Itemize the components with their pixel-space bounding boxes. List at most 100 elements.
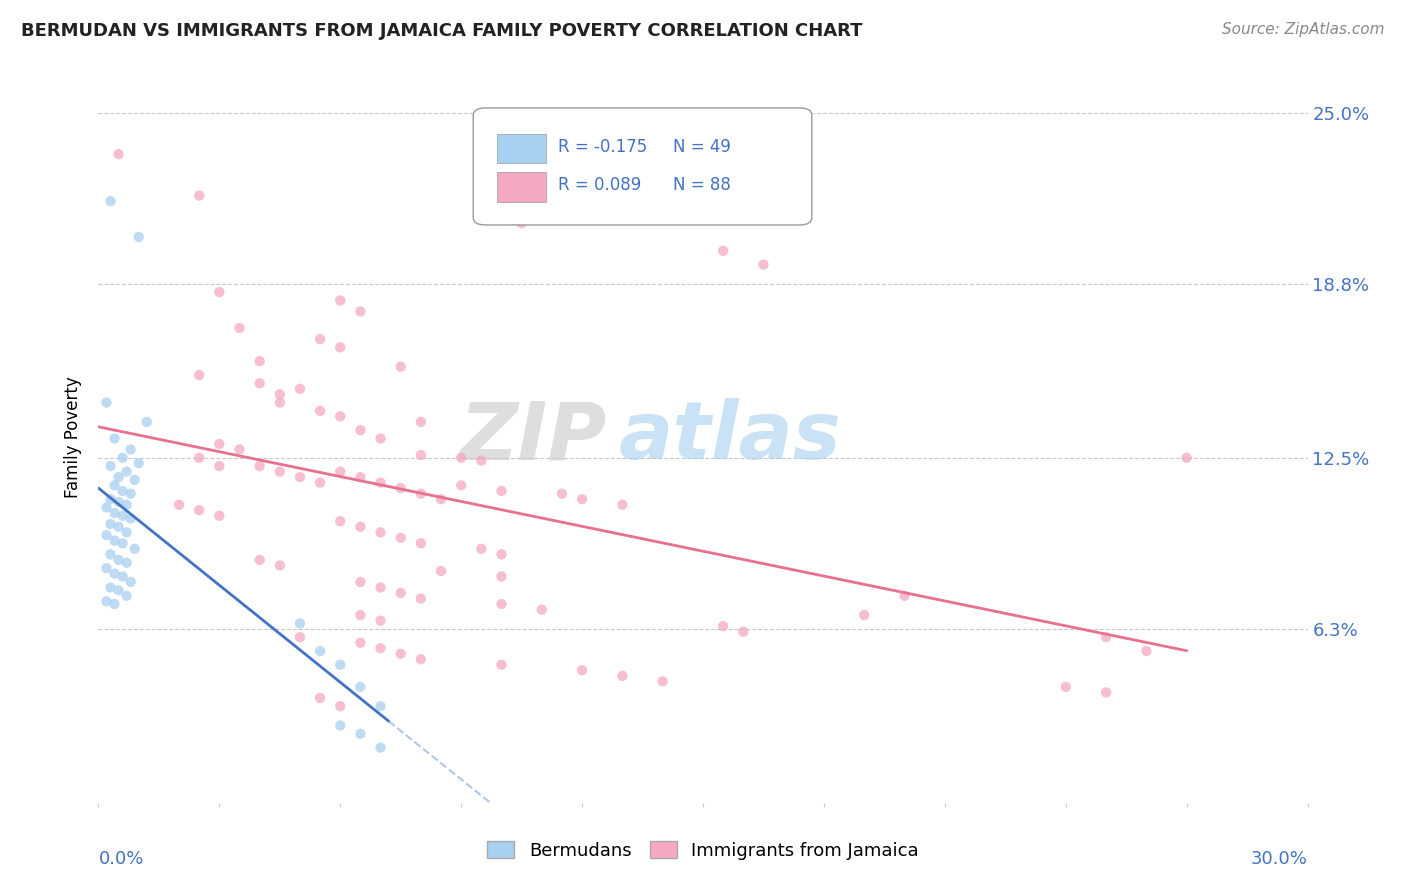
Point [100, 516, 122, 531]
Point [1175, 450, 1198, 465]
Point [107, 520, 129, 534]
Point [409, 448, 432, 462]
Point [733, 624, 755, 639]
Point [1135, 644, 1157, 658]
Point [249, 458, 271, 473]
Point [370, 432, 392, 446]
Point [470, 541, 492, 556]
Point [409, 536, 432, 550]
Point [249, 354, 271, 368]
Point [349, 470, 371, 484]
Point [370, 699, 392, 714]
Point [135, 415, 157, 429]
Point [1095, 630, 1118, 644]
Point [103, 506, 125, 520]
Point [120, 574, 142, 589]
Point [1095, 685, 1118, 699]
Point [893, 589, 915, 603]
Point [96, 594, 118, 608]
Point [107, 495, 129, 509]
Bar [498, 172, 546, 202]
Text: R = -0.175: R = -0.175 [558, 137, 647, 156]
Point [111, 508, 134, 523]
Point [349, 520, 371, 534]
Text: N = 88: N = 88 [672, 177, 731, 194]
Point [309, 404, 332, 418]
Point [100, 194, 122, 208]
Point [409, 591, 432, 606]
Text: 30.0%: 30.0% [1251, 850, 1308, 868]
Point [107, 583, 129, 598]
Point [491, 548, 513, 562]
Point [329, 657, 352, 672]
Point [100, 548, 122, 562]
Point [96, 528, 118, 542]
Point [491, 569, 513, 583]
Point [188, 450, 211, 465]
Point [530, 602, 553, 616]
Point [450, 450, 472, 465]
Point [269, 395, 291, 409]
Point [551, 486, 574, 500]
Point [103, 597, 125, 611]
Point [329, 409, 352, 424]
Point [188, 188, 211, 202]
Point [188, 503, 211, 517]
Point [124, 541, 146, 556]
Point [115, 589, 138, 603]
Point [329, 340, 352, 354]
Point [329, 465, 352, 479]
Point [853, 608, 876, 623]
Point [107, 147, 129, 161]
Bar [498, 134, 546, 163]
Point [309, 690, 332, 705]
Point [389, 359, 412, 374]
Point [470, 453, 492, 467]
Point [100, 492, 122, 507]
Point [111, 569, 134, 583]
FancyBboxPatch shape [474, 108, 811, 225]
Point [208, 508, 231, 523]
Text: ZIP: ZIP [458, 398, 606, 476]
Point [96, 395, 118, 409]
Point [409, 415, 432, 429]
Point [100, 581, 122, 595]
Point [228, 321, 250, 335]
Point [430, 564, 453, 578]
Point [249, 376, 271, 391]
Point [188, 368, 211, 382]
Point [249, 553, 271, 567]
Point [269, 558, 291, 573]
Point [96, 500, 118, 515]
Point [349, 574, 371, 589]
Point [103, 478, 125, 492]
Point [571, 492, 593, 507]
Point [430, 492, 453, 507]
Point [111, 536, 134, 550]
Point [329, 293, 352, 308]
Point [752, 258, 775, 272]
Y-axis label: Family Poverty: Family Poverty [65, 376, 83, 498]
Legend: Bermudans, Immigrants from Jamaica: Bermudans, Immigrants from Jamaica [479, 834, 927, 867]
Point [128, 456, 150, 470]
Point [120, 486, 142, 500]
Point [309, 332, 332, 346]
Point [288, 382, 311, 396]
Point [349, 304, 371, 318]
Point [491, 657, 513, 672]
Text: BERMUDAN VS IMMIGRANTS FROM JAMAICA FAMILY POVERTY CORRELATION CHART: BERMUDAN VS IMMIGRANTS FROM JAMAICA FAMI… [21, 22, 863, 40]
Point [612, 498, 634, 512]
Point [409, 486, 432, 500]
Point [370, 525, 392, 540]
Point [370, 740, 392, 755]
Point [128, 230, 150, 244]
Point [100, 458, 122, 473]
Point [309, 475, 332, 490]
Text: Source: ZipAtlas.com: Source: ZipAtlas.com [1222, 22, 1385, 37]
Point [711, 244, 734, 258]
Point [349, 680, 371, 694]
Point [103, 566, 125, 581]
Point [115, 525, 138, 540]
Point [389, 531, 412, 545]
Point [288, 470, 311, 484]
